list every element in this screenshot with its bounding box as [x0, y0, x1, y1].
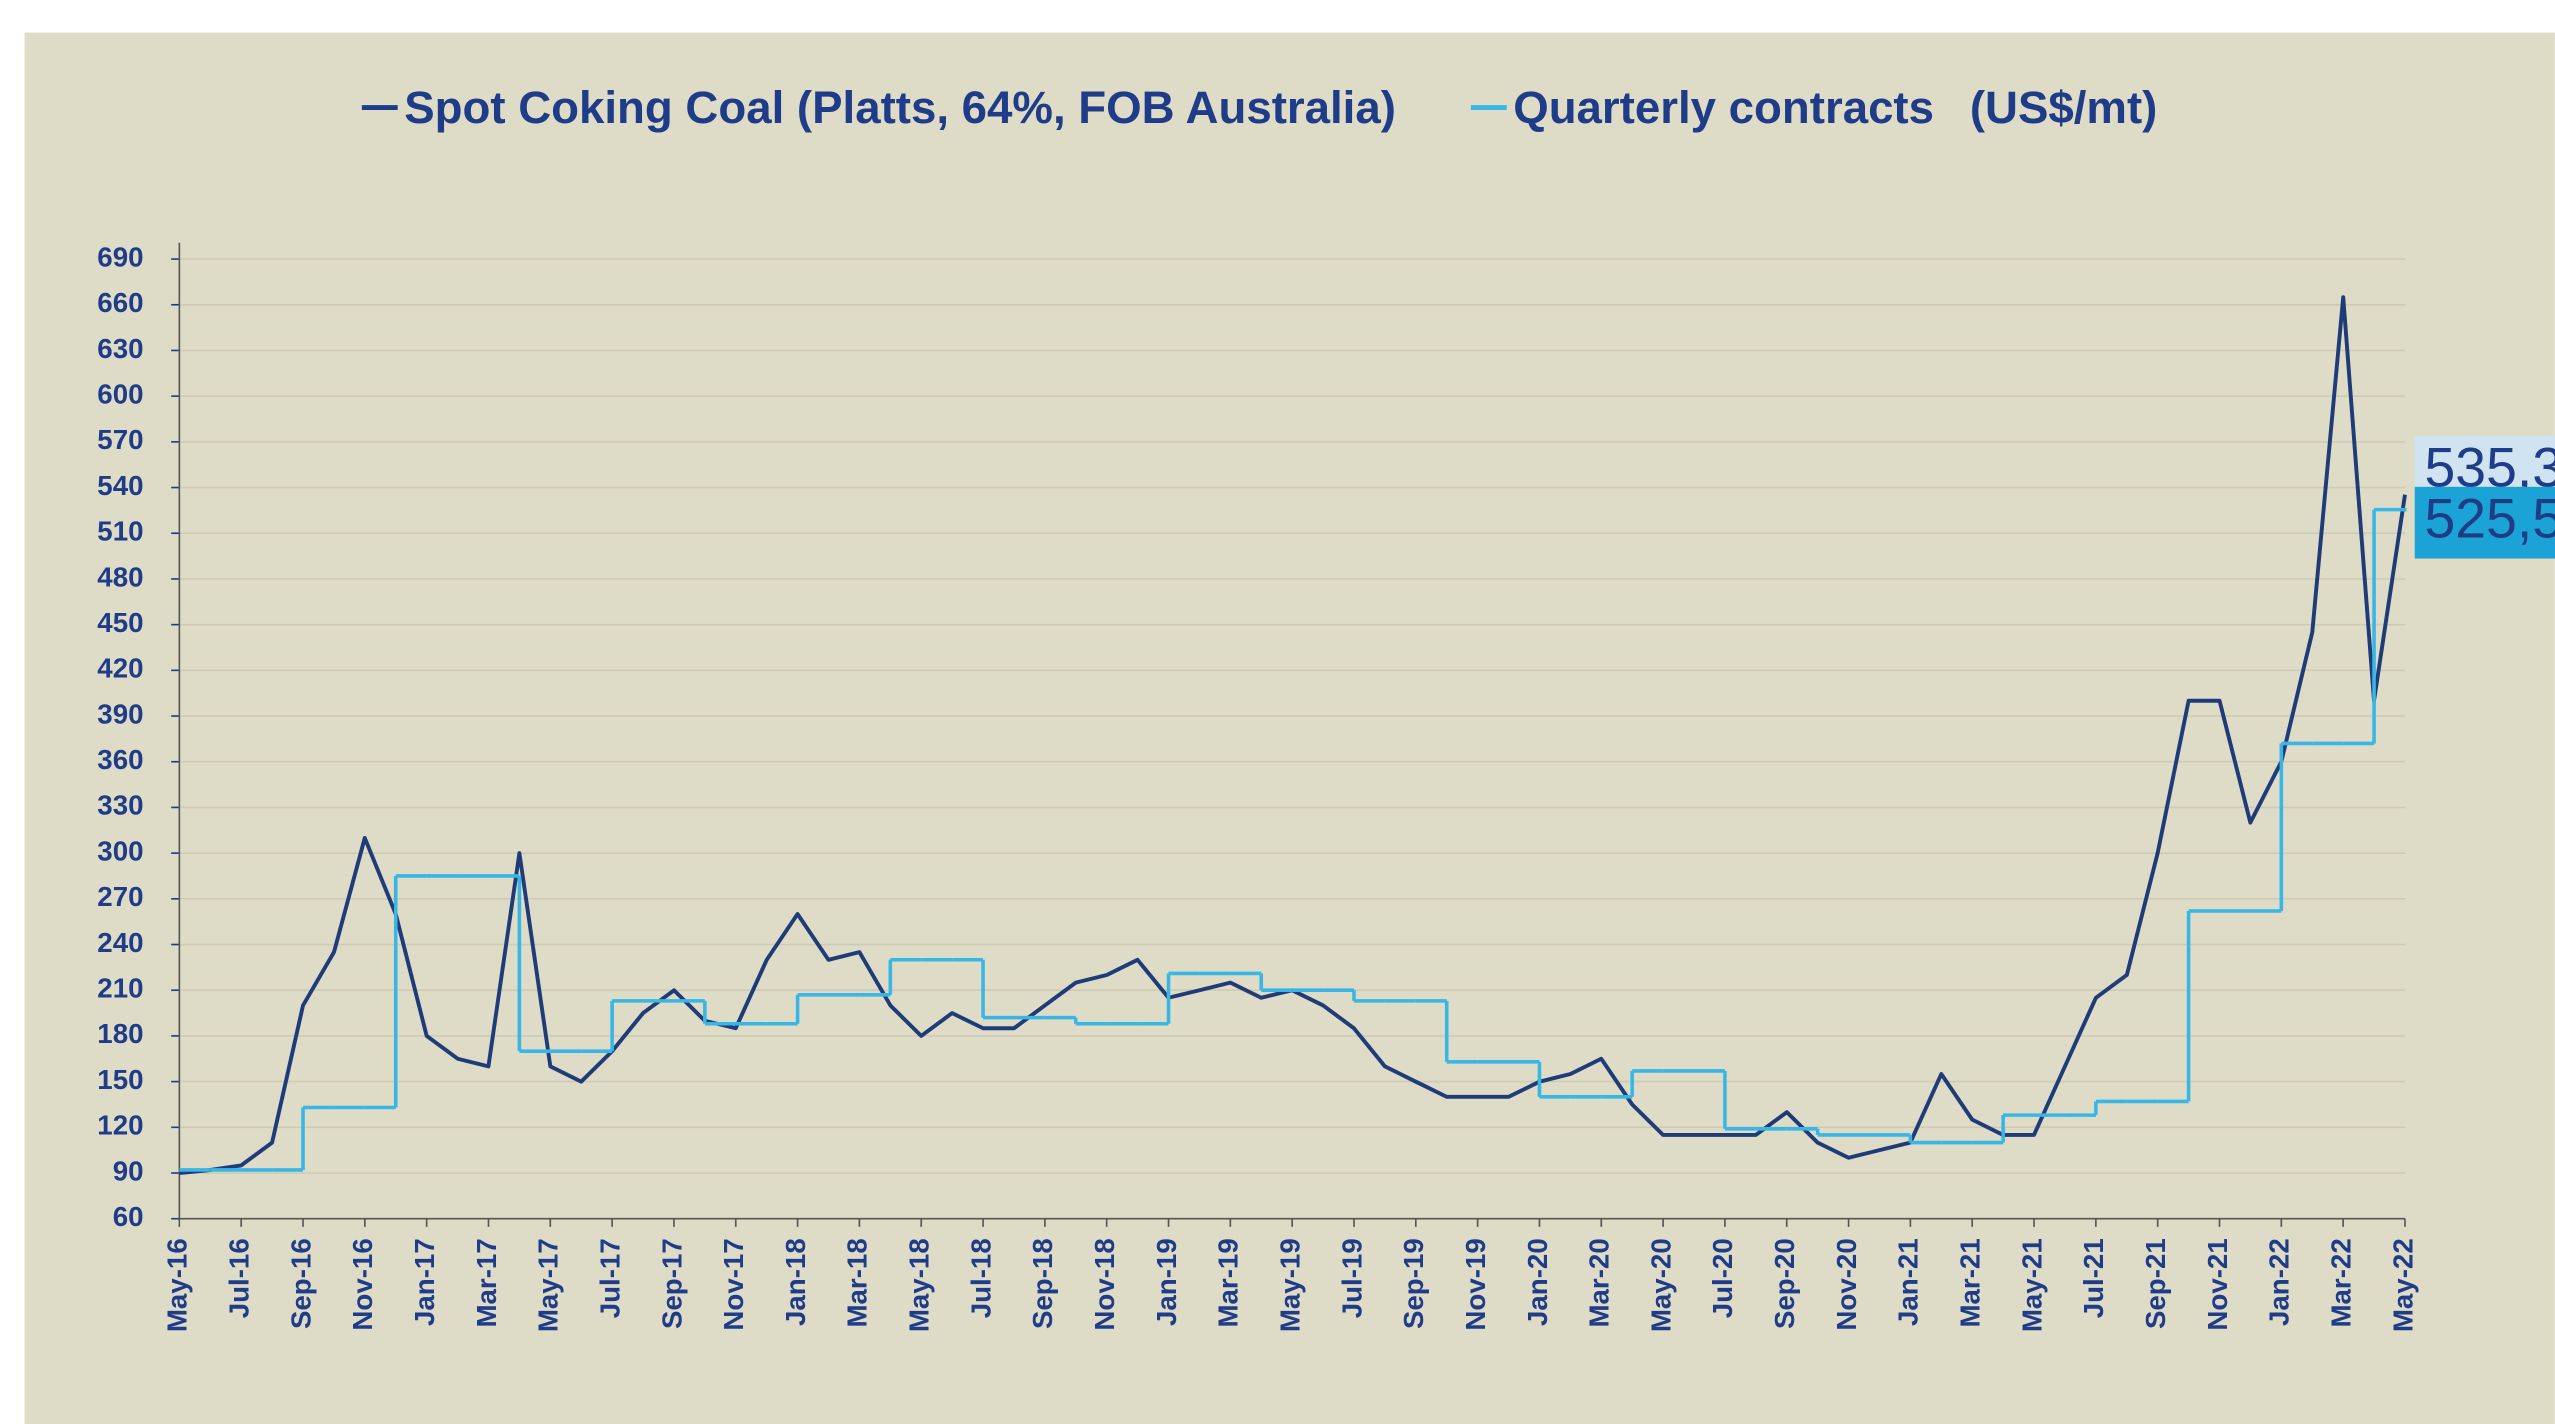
y-tick-label: 90 — [113, 1155, 144, 1186]
x-tick-label: Nov-19 — [1460, 1238, 1491, 1330]
y-tick-label: 270 — [97, 881, 143, 912]
x-tick-label: May-22 — [2387, 1238, 2418, 1332]
y-tick-label: 360 — [97, 744, 143, 775]
legend-label: Quarterly contracts — [1513, 82, 1934, 133]
y-tick-label: 210 — [97, 973, 143, 1004]
x-tick-label: Mar-19 — [1213, 1238, 1244, 1327]
x-tick-label: Sep-20 — [1769, 1238, 1800, 1329]
x-tick-label: Nov-18 — [1089, 1238, 1120, 1330]
x-tick-label: Nov-21 — [2202, 1238, 2233, 1330]
y-tick-label: 660 — [97, 287, 143, 318]
x-tick-label: Sep-18 — [1027, 1238, 1058, 1329]
y-tick-label: 690 — [97, 241, 143, 272]
unit-label: (US$/mt) — [1970, 82, 2158, 133]
y-tick-label: 60 — [113, 1201, 144, 1232]
y-tick-label: 420 — [97, 653, 143, 684]
x-tick-label: Sep-17 — [656, 1238, 687, 1329]
legend-label: Spot Coking Coal (Platts, 64%, FOB Austr… — [404, 82, 1396, 133]
x-tick-label: Jan-22 — [2264, 1238, 2295, 1326]
x-tick-label: May-17 — [533, 1238, 564, 1332]
x-tick-label: Nov-20 — [1831, 1238, 1862, 1330]
x-tick-label: Mar-21 — [1955, 1238, 1986, 1327]
y-tick-label: 510 — [97, 516, 143, 547]
y-tick-label: 480 — [97, 561, 143, 592]
x-tick-label: May-16 — [162, 1238, 193, 1332]
y-tick-label: 330 — [97, 790, 143, 821]
x-tick-label: Sep-16 — [285, 1238, 316, 1329]
x-tick-label: Mar-18 — [842, 1238, 873, 1327]
y-tick-label: 390 — [97, 698, 143, 729]
x-tick-label: Jul-21 — [2078, 1238, 2109, 1318]
y-tick-label: 150 — [97, 1064, 143, 1095]
y-tick-label: 630 — [97, 333, 143, 364]
y-tick-label: 180 — [97, 1018, 143, 1049]
x-tick-label: May-20 — [1645, 1238, 1676, 1332]
x-tick-label: Sep-21 — [2140, 1238, 2171, 1329]
x-tick-label: May-21 — [2016, 1238, 2047, 1332]
x-tick-label: Nov-17 — [718, 1238, 749, 1330]
x-tick-label: Nov-16 — [347, 1238, 378, 1330]
x-tick-label: Jul-18 — [965, 1238, 996, 1318]
y-tick-label: 600 — [97, 378, 143, 409]
x-tick-label: Jan-18 — [780, 1238, 811, 1326]
y-tick-label: 540 — [97, 470, 143, 501]
y-tick-label: 570 — [97, 424, 143, 455]
x-tick-label: Sep-19 — [1398, 1238, 1429, 1329]
x-tick-label: Jul-17 — [594, 1238, 625, 1318]
x-tick-label: Mar-17 — [471, 1238, 502, 1327]
x-tick-label: Jul-20 — [1707, 1238, 1738, 1318]
y-tick-label: 300 — [97, 835, 143, 866]
x-tick-label: Jan-17 — [409, 1238, 440, 1326]
x-tick-label: May-18 — [904, 1238, 935, 1332]
chart-background — [24, 32, 2555, 1424]
value-label-box — [2414, 486, 2555, 559]
x-tick-label: Jul-16 — [223, 1238, 254, 1318]
y-tick-label: 450 — [97, 607, 143, 638]
x-tick-label: Mar-20 — [1584, 1238, 1615, 1327]
x-tick-label: Jan-21 — [1893, 1238, 1924, 1326]
x-tick-label: Jul-19 — [1336, 1238, 1367, 1318]
x-tick-label: Mar-22 — [2325, 1238, 2356, 1327]
y-tick-label: 120 — [97, 1110, 143, 1141]
x-tick-label: Jan-20 — [1522, 1238, 1553, 1326]
x-tick-label: Jan-19 — [1151, 1238, 1182, 1326]
x-tick-label: May-19 — [1274, 1238, 1305, 1332]
y-tick-label: 240 — [97, 927, 143, 958]
value-label: 525,5 — [2425, 487, 2555, 549]
